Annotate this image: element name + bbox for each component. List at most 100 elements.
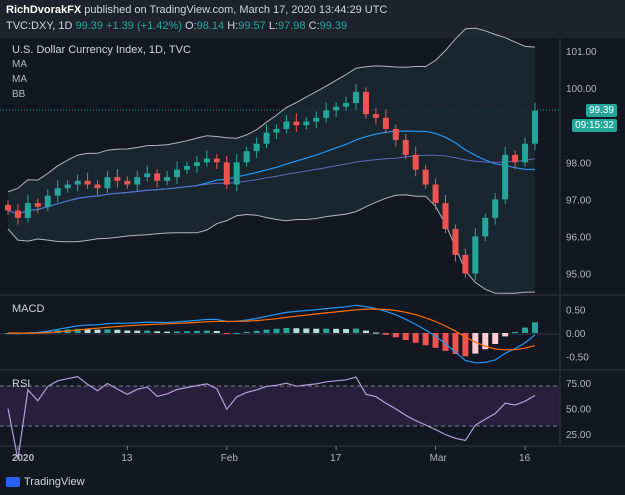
candle-body (273, 128, 280, 133)
macd-bar (74, 328, 81, 333)
candle-body (522, 143, 529, 163)
candle-body (432, 184, 439, 204)
rsi-line (7, 376, 536, 460)
tradingview-icon (6, 477, 20, 487)
last-price: 99.39 (75, 20, 104, 32)
candle-body (382, 117, 389, 129)
macd-bar (452, 333, 459, 354)
brand-name: TradingView (24, 476, 85, 488)
main-pane-title: U.S. Dollar Currency Index, 1D, TVC (12, 44, 191, 56)
macd-bar (442, 333, 449, 351)
indicator-ma-1[interactable]: MA (12, 59, 27, 70)
candle-body (183, 166, 190, 170)
macd-bar (382, 333, 389, 335)
macd-histogram (5, 322, 538, 357)
candle-body (462, 254, 469, 274)
candle-body (24, 203, 31, 218)
price-tick-label: 97.00 (566, 195, 591, 206)
candle-body (492, 199, 499, 218)
time-tick-label: 2020 (12, 453, 35, 464)
price-badge: 99.39 (585, 104, 617, 117)
macd-bar (213, 330, 220, 333)
candle-body (84, 180, 91, 185)
candle-body (203, 158, 210, 163)
macd-bar (104, 329, 111, 333)
macd-pane-title[interactable]: MACD (12, 303, 45, 315)
macd-axis[interactable]: 0.50 0.00 -0.50 (566, 306, 589, 364)
time-tick-label: 13 (121, 453, 133, 464)
rsi-tick-label: 75.00 (566, 379, 591, 390)
rsi-axis[interactable]: 75.00 50.00 25.00 (566, 379, 591, 441)
indicator-ma-2[interactable]: MA (12, 74, 27, 85)
symbol-label: TVC:DXY, 1D (6, 20, 73, 32)
candle-body (154, 173, 161, 181)
macd-bar (134, 330, 141, 333)
indicator-bb[interactable]: BB (12, 89, 26, 100)
macd-bar (362, 330, 369, 333)
candle-body (402, 140, 409, 155)
signal-line (7, 308, 536, 351)
publish-line: RichDvorakFX published on TradingView.co… (6, 4, 387, 16)
macd-bar (532, 322, 538, 333)
rsi-tick-label: 50.00 (566, 405, 591, 416)
published-text: published on TradingView.com, March 17, … (84, 4, 388, 16)
macd-line (7, 304, 536, 364)
publisher-name[interactable]: RichDvorakFX (6, 4, 82, 16)
candle-body (124, 180, 131, 185)
tradingview-logo[interactable]: TradingView (6, 476, 85, 488)
close-label: C: (308, 20, 320, 32)
candle-body (362, 91, 369, 115)
time-tick-label: Feb (221, 453, 239, 464)
candle-body (343, 103, 350, 107)
candle-body (114, 177, 121, 181)
candle-body (333, 106, 340, 111)
macd-bar (243, 331, 250, 333)
time-axis[interactable]: 2020 13 Feb 17 Mar 16 (12, 446, 531, 464)
macd-bar (174, 331, 181, 333)
price-change: +1.39 (+1.42%) (106, 20, 182, 32)
macd-bar (482, 333, 489, 350)
candle-body (104, 177, 111, 189)
candle-body (502, 154, 509, 200)
chart-header: RichDvorakFX published on TradingView.co… (0, 0, 625, 38)
high-value: 99.57 (238, 20, 266, 32)
time-tick-label: 16 (519, 453, 531, 464)
low-label: L: (268, 20, 278, 32)
candle-body (323, 110, 330, 118)
candle-body (54, 188, 61, 196)
rsi-pane-title[interactable]: RSI (12, 378, 31, 390)
macd-bar (154, 331, 161, 333)
close-value: 99.39 (319, 20, 348, 32)
candle-body (14, 210, 21, 218)
macd-bar (233, 332, 240, 334)
candle-body (243, 151, 250, 163)
moving-average-2 (7, 154, 536, 215)
price-tick-label: 100.00 (566, 84, 597, 95)
candle-body (353, 91, 360, 103)
price-axis[interactable]: 101.00 100.00 98.00 97.00 96.00 95.00 (566, 47, 597, 280)
time-tick-label: 17 (330, 453, 342, 464)
candle-body (34, 203, 41, 207)
time-tick-label: Mar (430, 453, 448, 464)
price-tick-label: 95.00 (566, 269, 591, 280)
candle-body (482, 217, 489, 237)
price-tick-label: 96.00 (566, 232, 591, 243)
macd-bar (114, 329, 121, 333)
candle-body (233, 162, 240, 185)
macd-bar (502, 333, 509, 337)
candle-body (472, 236, 479, 274)
macd-bar (512, 331, 519, 333)
macd-bar (144, 330, 151, 333)
candle-body (193, 162, 200, 166)
macd-bar (223, 333, 230, 334)
macd-bar (253, 330, 260, 333)
macd-bar (94, 329, 101, 333)
open-value: 98.14 (196, 20, 225, 32)
macd-bar (372, 332, 379, 334)
macd-bar (303, 328, 310, 333)
macd-bar (193, 330, 200, 333)
candle-body (263, 132, 270, 144)
candle-body (164, 177, 171, 181)
macd-bar (84, 329, 91, 333)
